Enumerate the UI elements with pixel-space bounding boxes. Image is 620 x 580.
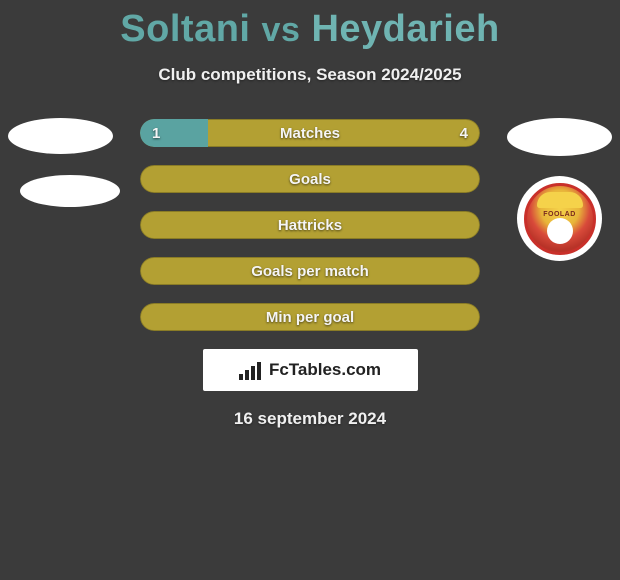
player2-name: Heydarieh <box>311 8 499 50</box>
player2-avatar-placeholder <box>507 118 612 156</box>
stat-bar-min-per-goal: Min per goal <box>140 303 480 331</box>
stat-label: Min per goal <box>140 303 480 331</box>
source-logo-text: FcTables.com <box>269 360 381 380</box>
vs-text: vs <box>262 11 301 49</box>
bars-icon <box>239 360 265 380</box>
club-crest-text: FOOLAD <box>527 211 593 218</box>
stat-label: Matches <box>140 119 480 147</box>
player2-club-badge: FOOLAD <box>517 176 602 261</box>
stat-value-right: 4 <box>460 119 468 147</box>
stat-label: Goals per match <box>140 257 480 285</box>
player1-club-placeholder <box>20 175 120 207</box>
date-text: 16 september 2024 <box>0 409 620 429</box>
player1-avatar-placeholder <box>8 118 113 154</box>
player1-name: Soltani <box>120 8 250 50</box>
stat-bar-goals-per-match: Goals per match <box>140 257 480 285</box>
stat-bar-goals: Goals <box>140 165 480 193</box>
club-crest: FOOLAD <box>524 183 596 255</box>
stat-label: Hattricks <box>140 211 480 239</box>
comparison-title: Soltani vs Heydarieh <box>0 0 620 51</box>
stat-bar-hattricks: Hattricks <box>140 211 480 239</box>
stat-value-left: 1 <box>152 119 160 147</box>
source-logo: FcTables.com <box>203 349 418 391</box>
stat-label: Goals <box>140 165 480 193</box>
stat-bar-matches: Matches1 4 <box>140 119 480 147</box>
stats-chart: Matches1 4 Goals Hattricks Goals per match Mi… <box>140 119 480 331</box>
subtitle: Club competitions, Season 2024/2025 <box>0 65 620 85</box>
